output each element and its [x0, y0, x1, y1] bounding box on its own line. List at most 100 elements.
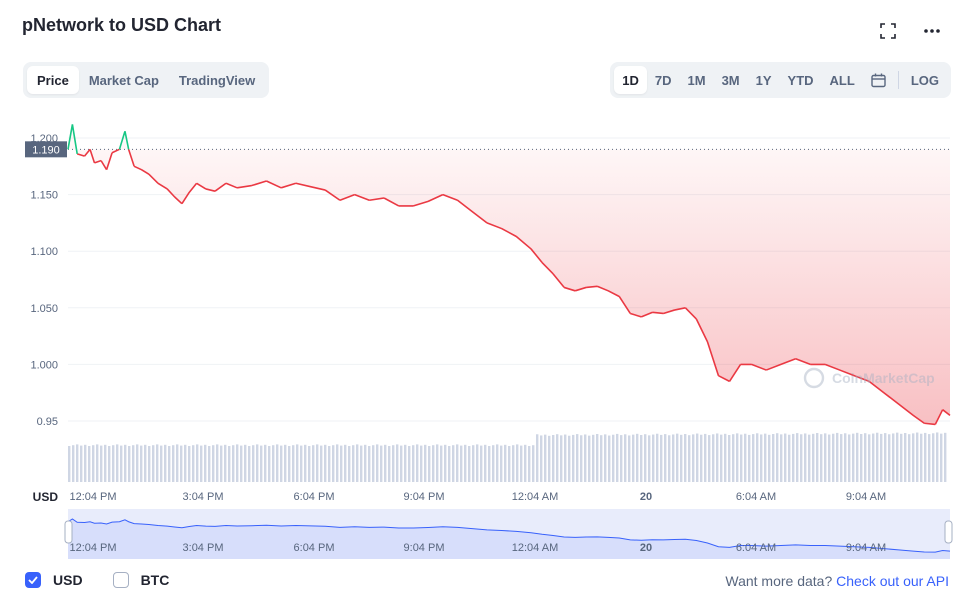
- volume-bar: [892, 433, 895, 482]
- volume-bar: [552, 435, 555, 482]
- range-1m[interactable]: 1M: [687, 72, 706, 88]
- usd-checkbox[interactable]: [25, 572, 41, 588]
- volume-bar: [672, 434, 675, 482]
- volume-bar: [680, 434, 683, 482]
- navigator[interactable]: 12:04 PM 3:04 PM 6:04 PM 9:04 PM 12:04 AM 20 6…: [64, 509, 953, 559]
- api-link[interactable]: Check out our API: [836, 573, 949, 589]
- range-divider: [897, 71, 899, 89]
- volume-bar: [588, 435, 591, 482]
- volume-bar: [536, 434, 539, 482]
- volume-bar: [388, 446, 391, 482]
- fullscreen-icon[interactable]: [877, 20, 899, 42]
- volume-bar: [408, 446, 411, 482]
- volume-bar: [716, 433, 719, 482]
- volume-bar: [372, 445, 375, 482]
- volume-bar: [596, 434, 599, 482]
- tab-tradingview[interactable]: TradingView: [178, 72, 256, 88]
- volume-bar: [128, 446, 131, 482]
- range-1y[interactable]: 1Y: [755, 72, 772, 88]
- volume-bar: [124, 444, 127, 482]
- header-actions: [877, 20, 943, 42]
- volume-bar: [352, 445, 355, 482]
- more-icon[interactable]: [921, 20, 943, 42]
- volume-bar: [404, 444, 407, 482]
- volume-bar: [108, 446, 111, 482]
- x-tick-label: 12:04 AM: [512, 491, 558, 503]
- volume-bar: [92, 445, 95, 482]
- range-all[interactable]: ALL: [829, 72, 855, 88]
- x-tick-label: 12:04 PM: [69, 491, 116, 503]
- navigator-tick-label: 9:04 PM: [404, 542, 445, 554]
- volume-bar: [712, 434, 715, 482]
- range-ytd[interactable]: YTD: [787, 72, 814, 88]
- volume-bar: [572, 434, 575, 482]
- volume-bar: [920, 433, 923, 482]
- volume-bar: [928, 434, 931, 482]
- tab-price[interactable]: Price: [27, 66, 79, 94]
- volume-bar: [428, 446, 431, 482]
- volume-bar: [612, 434, 615, 482]
- volume-bar: [724, 433, 727, 482]
- volume-bar: [916, 432, 919, 482]
- volume-bar: [328, 446, 331, 482]
- volume-bar: [292, 445, 295, 482]
- x-tick-label: 3:04 PM: [183, 491, 224, 503]
- volume-bar: [528, 446, 531, 482]
- volume-bar: [896, 432, 899, 482]
- navigator-right-handle[interactable]: [944, 520, 953, 544]
- volume-bar: [904, 433, 907, 482]
- volume-bar: [416, 444, 419, 482]
- volume-bar: [376, 444, 379, 482]
- volume-bar: [908, 434, 911, 482]
- volume-bar: [540, 435, 543, 482]
- volume-bar: [808, 434, 811, 482]
- volume-bar: [460, 445, 463, 482]
- volume-bar: [652, 434, 655, 482]
- volume-bar: [804, 433, 807, 482]
- volume-bar: [796, 433, 799, 482]
- volume-bar: [836, 432, 839, 482]
- calendar-icon[interactable]: [863, 66, 894, 94]
- volume-bar: [356, 444, 359, 482]
- volume-bar: [520, 445, 523, 482]
- volume-bar: [532, 445, 535, 482]
- volume-bar: [696, 433, 699, 482]
- y-tick-label: 0.95: [37, 416, 58, 428]
- volume-bar: [640, 435, 643, 482]
- volume-bar: [260, 445, 263, 482]
- volume-bar: [548, 435, 551, 482]
- volume-bar: [820, 434, 823, 482]
- navigator-tick-label: 20: [640, 542, 652, 554]
- volume-bar: [232, 445, 235, 482]
- range-3m[interactable]: 3M: [721, 72, 740, 88]
- volume-bar: [172, 445, 175, 482]
- volume-bar: [84, 444, 87, 482]
- volume-bar: [312, 445, 315, 482]
- volume-bar: [236, 444, 239, 482]
- volume-bar: [132, 445, 135, 482]
- btc-checkbox[interactable]: [112, 572, 129, 588]
- navigator-left-handle[interactable]: [64, 520, 73, 544]
- volume-bar: [560, 435, 563, 482]
- volume-bar: [764, 433, 767, 482]
- volume-bar: [176, 444, 179, 482]
- tab-market-cap[interactable]: Market Cap: [88, 72, 159, 88]
- volume-bar: [120, 445, 123, 482]
- volume-bar: [216, 444, 219, 482]
- page-title: pNetwork to USD Chart: [22, 15, 222, 35]
- volume-bar: [304, 444, 307, 482]
- volume-bar: [776, 433, 779, 482]
- log-toggle[interactable]: LOG: [910, 72, 939, 88]
- volume-bar: [492, 445, 495, 482]
- volume-bars: [68, 432, 947, 482]
- volume-bar: [752, 434, 755, 482]
- range-7d[interactable]: 7D: [654, 72, 672, 88]
- range-1d[interactable]: 1D: [614, 66, 647, 94]
- volume-bar: [276, 444, 279, 482]
- navigator-tick-label: 3:04 PM: [183, 542, 224, 554]
- volume-bar: [516, 444, 519, 482]
- y-tick-label: 1.150: [30, 190, 58, 202]
- volume-bar: [368, 446, 371, 482]
- volume-bar: [364, 444, 367, 482]
